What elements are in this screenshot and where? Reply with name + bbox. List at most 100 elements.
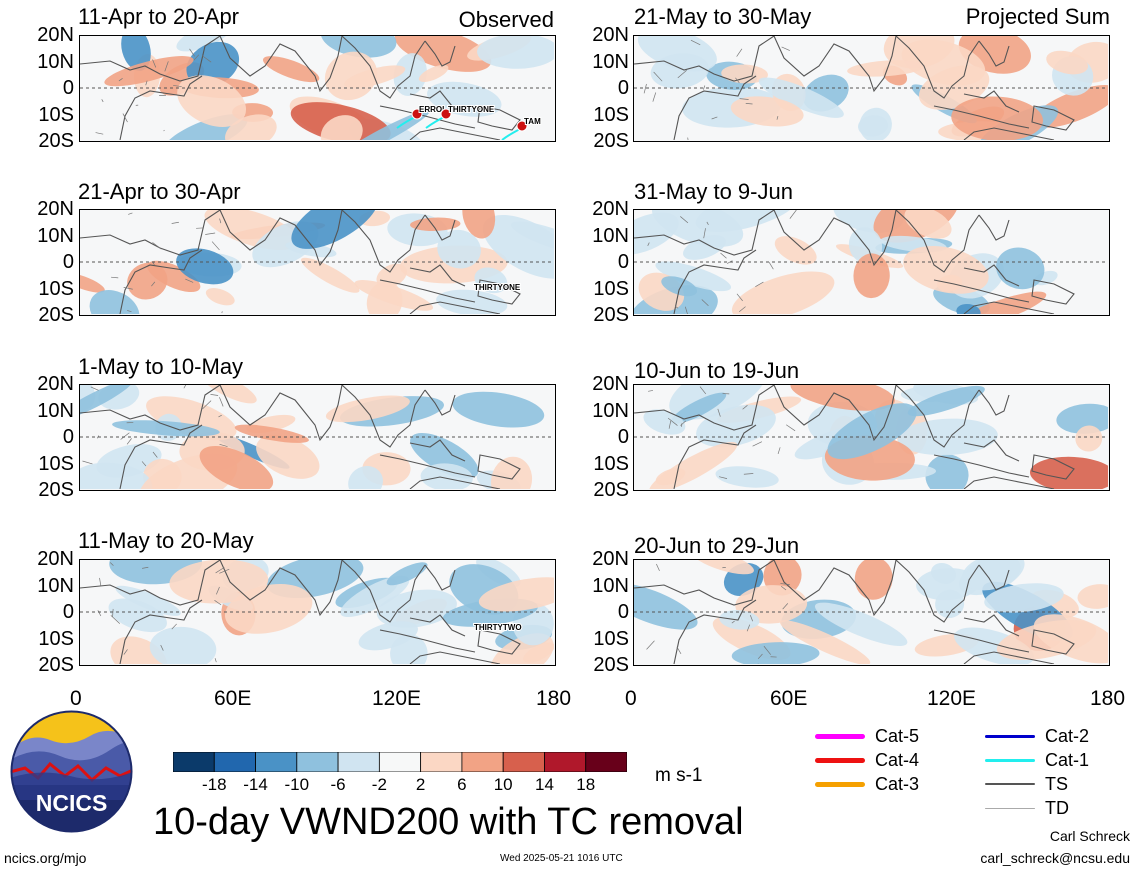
anomaly-map <box>634 36 1108 140</box>
coastline <box>341 560 426 623</box>
border-line <box>219 443 228 447</box>
coastline <box>634 36 775 82</box>
border-line <box>152 242 162 250</box>
anomaly-map <box>80 385 554 489</box>
tc-legend-label: TD <box>1045 798 1069 818</box>
y-tick-label: 20N <box>592 198 629 220</box>
anomaly-blob <box>410 217 461 231</box>
anomaly-blob <box>1029 456 1108 489</box>
border-line <box>183 385 187 389</box>
border-line <box>160 644 164 651</box>
ncics-logo: NCICS <box>10 710 133 833</box>
border-line <box>780 585 787 591</box>
coastline <box>673 424 757 489</box>
projected-sum-label: Projected Sum <box>965 4 1110 29</box>
anomaly-blob <box>234 424 309 443</box>
border-line <box>687 137 689 140</box>
y-tick-label: 20S <box>38 304 74 326</box>
map-panel-left-3 <box>79 384 556 491</box>
border-line <box>173 85 182 87</box>
coastline <box>409 127 501 140</box>
anomaly-map: ERROL THIRTYONE TAM <box>80 36 554 140</box>
y-tick-label: 10S <box>593 627 629 650</box>
coastline <box>673 599 757 664</box>
border-line <box>675 306 679 309</box>
anomaly-blob <box>478 577 554 612</box>
border-line <box>215 567 225 574</box>
coastline <box>933 629 1030 653</box>
coastline <box>409 476 501 489</box>
coastline <box>379 105 476 129</box>
colorbar-tick-label: 6 <box>457 775 467 794</box>
x-tick-left-60e: 60E <box>214 687 252 710</box>
border-line <box>752 441 763 447</box>
colorbar-tick-label: -2 <box>371 775 387 794</box>
coastline <box>341 385 426 448</box>
panel-title-right-3: 10-Jun to 19-Jun <box>634 358 800 383</box>
coastline <box>673 75 757 140</box>
border-line <box>768 262 774 270</box>
y-tick-label: 10S <box>593 452 629 475</box>
anomaly-blob <box>907 385 985 417</box>
coastline <box>119 75 203 140</box>
storm-label: THIRTYTWO <box>474 623 522 632</box>
coastline <box>895 385 980 448</box>
y-tick-label: 20S <box>38 130 74 152</box>
x-tick-right-120e: 120E <box>927 687 977 710</box>
colorbar-swatch <box>461 751 504 773</box>
y-tick-label: 10N <box>592 224 629 247</box>
anomaly-blob <box>112 420 220 437</box>
border-line <box>726 260 733 264</box>
y-tick-label: 0 <box>617 601 629 623</box>
colorbar-tick-label: -10 <box>284 775 310 794</box>
anomaly-blob <box>358 621 418 651</box>
anomaly-blob <box>462 210 496 239</box>
timestamp: Wed 2025-05-21 1016 UTC <box>500 853 623 864</box>
coastline <box>409 90 466 113</box>
border-line <box>128 212 133 215</box>
border-line <box>152 59 157 68</box>
coastline <box>409 301 501 314</box>
border-line <box>782 603 789 610</box>
tc-legend-line <box>985 783 1035 785</box>
y-tick-label: 10S <box>593 277 629 300</box>
coastline <box>963 264 1020 287</box>
y-tick-label: 0 <box>62 601 74 623</box>
border-line <box>786 424 796 432</box>
tc-legend-line <box>985 734 1035 738</box>
border-line <box>667 417 678 426</box>
border-line <box>201 55 212 63</box>
border-line <box>668 420 672 429</box>
colorbar-swatch <box>378 751 422 773</box>
coastline <box>477 105 521 131</box>
anomaly-blob <box>386 562 428 586</box>
tc-legend-label: Cat-3 <box>875 774 920 794</box>
border-line <box>701 299 709 307</box>
border-line <box>731 620 735 624</box>
border-line <box>123 287 133 290</box>
anomaly-blob <box>925 454 969 489</box>
coastline <box>219 210 343 267</box>
anomaly-blob <box>427 81 502 117</box>
website-link[interactable]: ncics.org/mjo <box>4 850 87 866</box>
anomaly-blob <box>984 583 1064 613</box>
author-email[interactable]: carl_schreck@ncsu.edu <box>980 850 1130 866</box>
coastline <box>219 560 343 617</box>
border-line <box>118 78 123 82</box>
border-line <box>776 116 779 120</box>
border-line <box>648 390 654 392</box>
anomaly-blob <box>790 385 895 411</box>
border-line <box>152 451 158 458</box>
y-tick-label: 0 <box>617 251 629 273</box>
border-line <box>163 129 165 132</box>
border-line <box>643 83 647 94</box>
coastline <box>963 90 1020 113</box>
anomaly-blob <box>661 276 698 297</box>
anomaly-blob <box>225 114 277 140</box>
anomaly-blob <box>149 626 217 664</box>
coastline <box>773 210 897 267</box>
coastline <box>978 564 1010 591</box>
y-tick-label: 10N <box>37 574 74 597</box>
anomaly-map <box>634 210 1108 314</box>
border-line <box>652 92 657 102</box>
